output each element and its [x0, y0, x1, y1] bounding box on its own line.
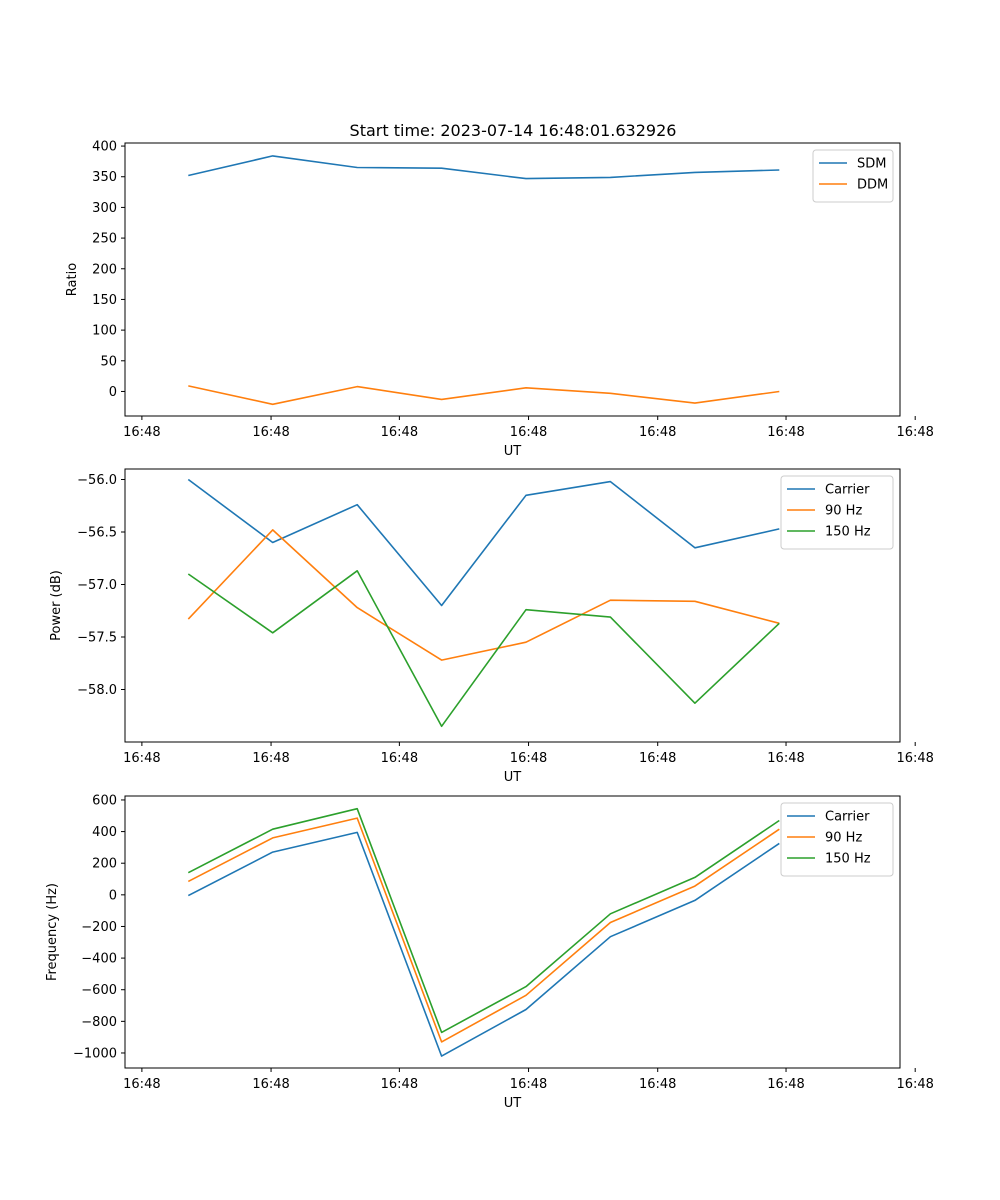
y-tick-label: 200 [92, 857, 117, 872]
y-tick-label: 0 [109, 888, 117, 903]
y-tick-label: −56.5 [77, 526, 117, 541]
legend: Carrier 90 Hz 150 Hz [780, 475, 894, 550]
x-tick-label: 16:48 [252, 425, 289, 440]
y-tick-label: 350 [92, 170, 117, 185]
series-line-sdm [188, 155, 780, 180]
x-tick-label: 16:48 [510, 425, 547, 440]
series-line-carrier [187, 831, 780, 1057]
y-tick-label: 50 [100, 354, 117, 369]
x-tick-label: 16:48 [639, 751, 676, 766]
legend: SDM DDM [812, 149, 894, 203]
subplot-1: 0 50 100 150 200 250 300 350 400 16:48 16:48 16:48 1… [65, 140, 934, 459]
legend: Carrier 90 Hz 150 Hz [780, 802, 894, 877]
y-tick-label: −200 [81, 920, 117, 935]
legend-label: DDM [857, 178, 888, 193]
series-line-ddm [188, 385, 780, 406]
series-line-150-hz [187, 807, 780, 1034]
axes-frame [124, 468, 901, 743]
x-tick-label: 16:48 [639, 425, 676, 440]
plots: 0 50 100 150 200 250 300 350 400 16:48 16:48 16:48 1… [45, 140, 934, 1111]
legend-label: Carrier [825, 483, 870, 498]
y-tick-label: 400 [92, 825, 117, 840]
y-tick-label: −1000 [73, 1046, 117, 1061]
x-tick-label: 16:48 [123, 1077, 160, 1092]
axes-frame [124, 142, 901, 417]
y-tick-label: −400 [81, 952, 117, 967]
legend-label: 90 Hz [825, 504, 862, 519]
x-tick-label: 16:48 [252, 1077, 289, 1092]
x-tick-label: 16:48 [639, 1077, 676, 1092]
x-tick-label: 16:48 [381, 1077, 418, 1092]
y-tick-label: −57.5 [77, 631, 117, 646]
series-line-150-hz [187, 569, 780, 728]
x-tick-label: 16:48 [381, 425, 418, 440]
legend-label: 150 Hz [825, 525, 871, 540]
y-tick-label: −57.0 [77, 578, 117, 593]
x-tick-label: 16:48 [896, 425, 933, 440]
y-axis-label: Power (dB) [49, 570, 64, 641]
legend-label: 150 Hz [825, 852, 871, 867]
x-tick-label: 16:48 [123, 751, 160, 766]
x-tick-label: 16:48 [252, 751, 289, 766]
x-tick-label: 16:48 [896, 1077, 933, 1092]
x-tick-label: 16:48 [767, 751, 804, 766]
series-line-carrier [187, 478, 780, 607]
figure-title: Start time: 2023-07-14 16:48:01.632926 [350, 121, 677, 140]
x-tick-label: 16:48 [767, 1077, 804, 1092]
x-tick-label: 16:48 [510, 1077, 547, 1092]
x-tick-label: 16:48 [767, 425, 804, 440]
series-line-90-hz [187, 817, 780, 1043]
y-tick-label: 250 [92, 232, 117, 247]
y-axis-label: Ratio [65, 263, 80, 296]
x-tick-label: 16:48 [123, 425, 160, 440]
y-tick-label: 100 [92, 324, 117, 339]
y-tick-label: 400 [92, 140, 117, 155]
axes-frame [124, 795, 901, 1069]
x-axis-label: UT [504, 444, 522, 459]
y-tick-label: 150 [92, 293, 117, 308]
y-tick-label: 200 [92, 262, 117, 277]
series-line-90-hz [187, 529, 780, 661]
legend-label: Carrier [825, 810, 870, 825]
x-tick-label: 16:48 [510, 751, 547, 766]
y-axis-label: Frequency (Hz) [45, 883, 60, 981]
x-tick-label: 16:48 [381, 751, 418, 766]
x-axis-label: UT [504, 1096, 522, 1111]
y-tick-label: 0 [109, 385, 117, 400]
subplot-3: −1000 −800 −600 −400 −200 0 200 400 600 16:48 16:4… [45, 793, 934, 1111]
x-axis-label: UT [504, 770, 522, 785]
y-tick-label: 600 [92, 793, 117, 808]
x-tick-label: 16:48 [896, 751, 933, 766]
y-tick-label: −600 [81, 983, 117, 998]
y-tick-label: −56.0 [77, 473, 117, 488]
y-tick-label: 300 [92, 201, 117, 216]
y-tick-label: −58.0 [77, 683, 117, 698]
legend-label: 90 Hz [825, 831, 862, 846]
legend-label: SDM [857, 157, 886, 172]
subplot-2: −58.0 −57.5 −57.0 −56.5 −56.0 16:48 16:48 16:48… [49, 468, 934, 785]
y-tick-label: −800 [81, 1015, 117, 1030]
